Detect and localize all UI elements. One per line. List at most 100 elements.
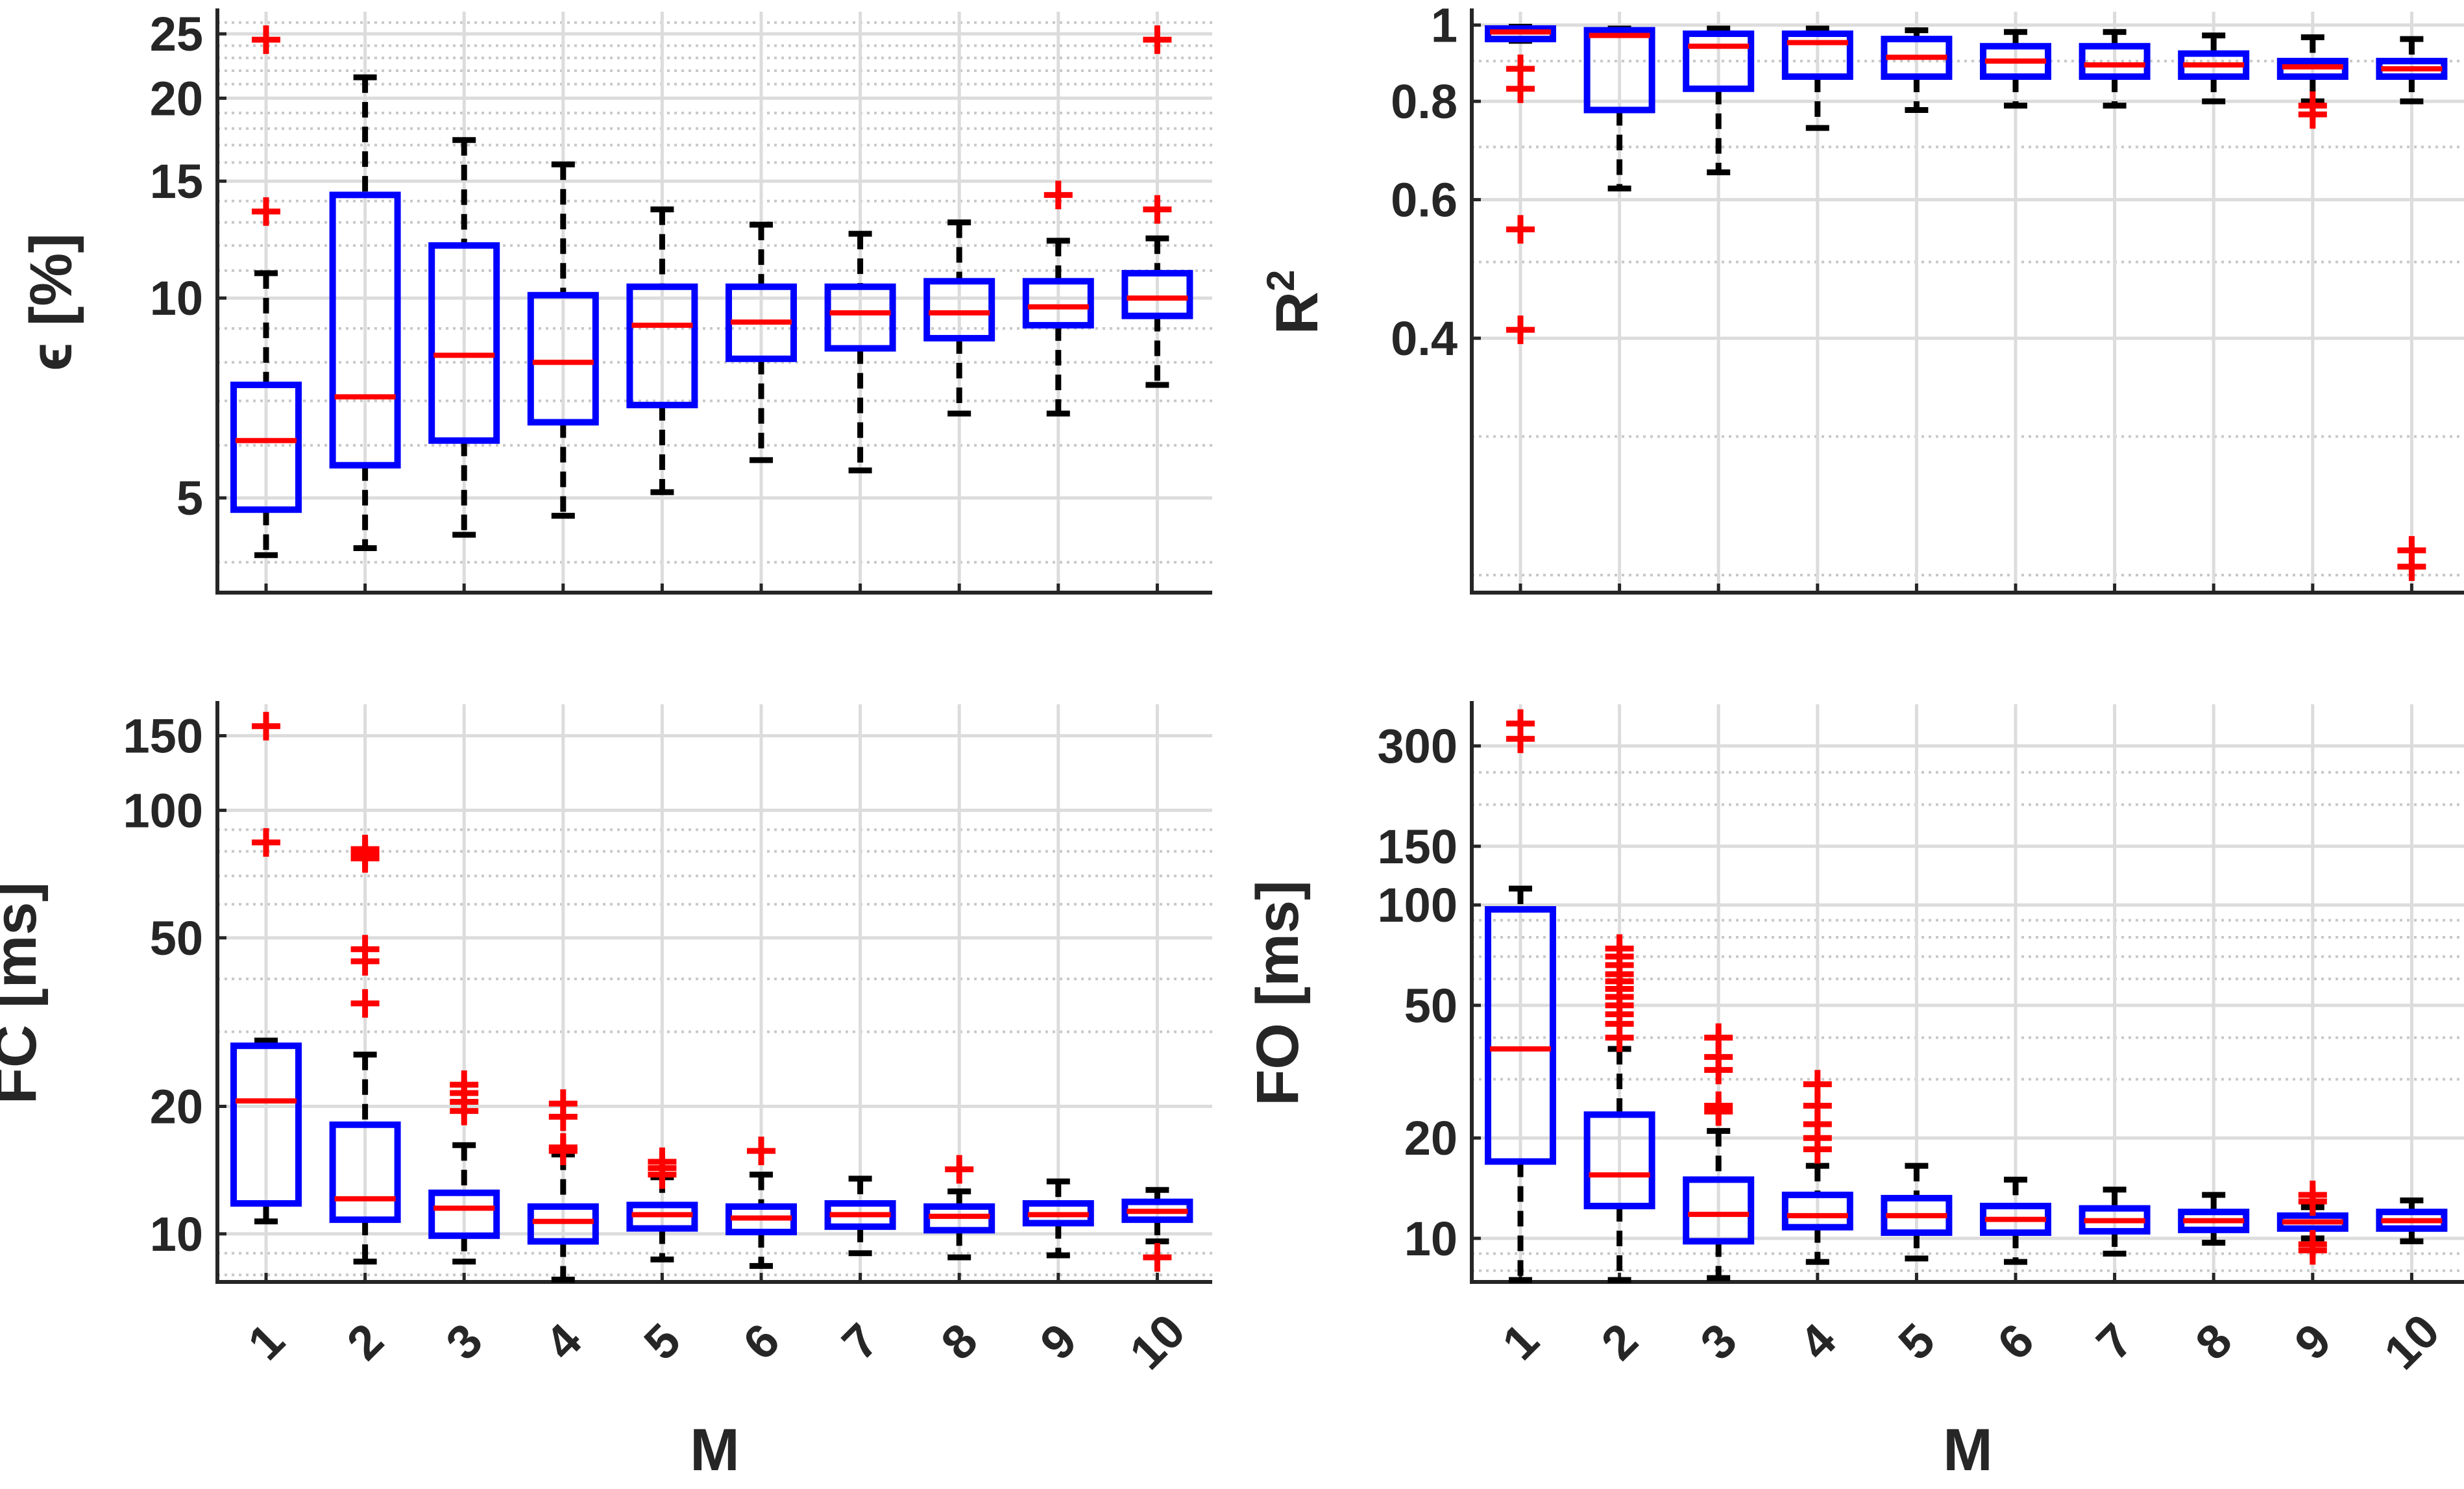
outlier-marker	[1143, 195, 1172, 224]
outlier-marker	[350, 989, 380, 1018]
x-tick-label: 3	[1690, 1313, 1747, 1370]
box-3	[428, 1070, 500, 1265]
box-3	[428, 137, 500, 538]
x-tick-label: 6	[1987, 1313, 2044, 1370]
iqr-box	[824, 1200, 896, 1230]
box-7	[2079, 29, 2151, 109]
outlier-marker	[252, 197, 280, 226]
y-tick-label: 100	[123, 783, 203, 837]
box-4	[527, 161, 599, 519]
iqr-box	[1683, 30, 1755, 92]
x-tick-label: 10	[1119, 1304, 1195, 1380]
y-tick-label: 100	[1378, 878, 1458, 932]
box-2	[329, 74, 401, 552]
y-tick-label: 10	[1404, 1212, 1458, 1266]
iqr-box	[527, 1203, 599, 1245]
outlier-marker	[350, 935, 380, 964]
iqr-box	[726, 283, 797, 362]
box-6	[1980, 1176, 2051, 1265]
y-tick-label: 0.6	[1391, 173, 1458, 227]
iqr-box	[626, 283, 698, 409]
y-axis-label: FO [ms]	[1245, 880, 1311, 1106]
box-2	[1583, 934, 1655, 1283]
outlier-marker	[548, 1089, 578, 1118]
iqr-box	[923, 278, 995, 342]
iqr-box	[1881, 1194, 1953, 1237]
iqr-box	[1683, 1176, 1755, 1245]
iqr-box	[2376, 1209, 2448, 1232]
iqr-box	[1022, 1200, 1094, 1227]
x-tick-label: 2	[1591, 1313, 1648, 1370]
iqr-box	[2276, 58, 2348, 80]
panel-top-left: 5 10 15 20 25 ϵ [%]	[18, 7, 1212, 595]
iqr-box	[230, 381, 302, 513]
outlier-marker	[548, 1133, 578, 1162]
iqr-box	[329, 191, 401, 469]
outlier-marker	[2298, 1180, 2327, 1209]
iqr-box	[2178, 50, 2250, 80]
x-tick-label: 8	[931, 1313, 988, 1370]
box-10	[2376, 1197, 2448, 1244]
iqr-box	[2178, 1209, 2250, 1233]
iqr-box	[329, 1121, 401, 1224]
outlier-marker	[252, 711, 280, 741]
x-axis-label: M	[1943, 1417, 1993, 1483]
box-5	[626, 1147, 698, 1262]
box-5	[1881, 1163, 1953, 1262]
y-tick-label: 300	[1378, 719, 1458, 773]
iqr-box	[428, 1189, 500, 1239]
box-6	[726, 221, 797, 463]
outlier-marker	[2298, 1229, 2327, 1259]
box-2	[1583, 25, 1655, 191]
box-10	[1121, 25, 1193, 388]
outlier-marker	[945, 1155, 974, 1184]
y-tick-label: 1	[1431, 0, 1458, 53]
box-8	[2178, 32, 2250, 105]
box-8	[923, 1155, 995, 1261]
iqr-box	[1121, 1198, 1193, 1224]
box-3	[1683, 25, 1755, 175]
box-2	[329, 835, 401, 1265]
iqr-box	[230, 1042, 302, 1207]
iqr-box	[1121, 269, 1193, 319]
iqr-box	[2376, 58, 2448, 80]
y-tick-label: 10	[150, 1207, 203, 1261]
box-4	[1781, 25, 1853, 131]
iqr-box	[824, 283, 896, 352]
panel-top-right: 0.4 0.6 0.8 1 R2	[1259, 0, 2464, 595]
box-7	[824, 1175, 896, 1257]
x-tick-label: 7	[832, 1313, 889, 1370]
box-10	[1121, 1187, 1193, 1272]
outlier-marker	[1506, 215, 1535, 244]
iqr-box	[726, 1203, 797, 1236]
iqr-box	[626, 1201, 698, 1232]
outlier-marker	[350, 835, 380, 864]
iqr-box	[1881, 36, 1953, 80]
y-tick-label: 0.8	[1391, 75, 1458, 129]
outlier-marker	[1043, 180, 1073, 210]
outlier-marker	[1143, 25, 1172, 55]
x-tick-label: 4	[535, 1313, 592, 1370]
box-10	[2376, 36, 2448, 581]
x-tick-label: 5	[633, 1313, 690, 1370]
box-9	[2276, 1180, 2348, 1265]
box-9	[1022, 1178, 1094, 1259]
box-1	[1485, 709, 1556, 1283]
y-tick-label: 150	[123, 709, 203, 763]
iqr-box	[2079, 43, 2151, 80]
y-axis-label-superscript: 2	[1259, 270, 1302, 291]
outlier-marker	[1143, 1243, 1172, 1272]
iqr-box	[2079, 1205, 2151, 1235]
iqr-box	[1781, 30, 1853, 80]
outlier-marker	[1803, 1070, 1832, 1099]
outlier-marker	[747, 1137, 775, 1166]
box-1	[1485, 23, 1556, 345]
box-6	[1980, 29, 2051, 109]
box-7	[2079, 1187, 2151, 1257]
outlier-marker	[1506, 709, 1535, 738]
iqr-box	[1583, 27, 1655, 114]
iqr-box	[923, 1203, 995, 1234]
iqr-box	[1485, 906, 1556, 1165]
